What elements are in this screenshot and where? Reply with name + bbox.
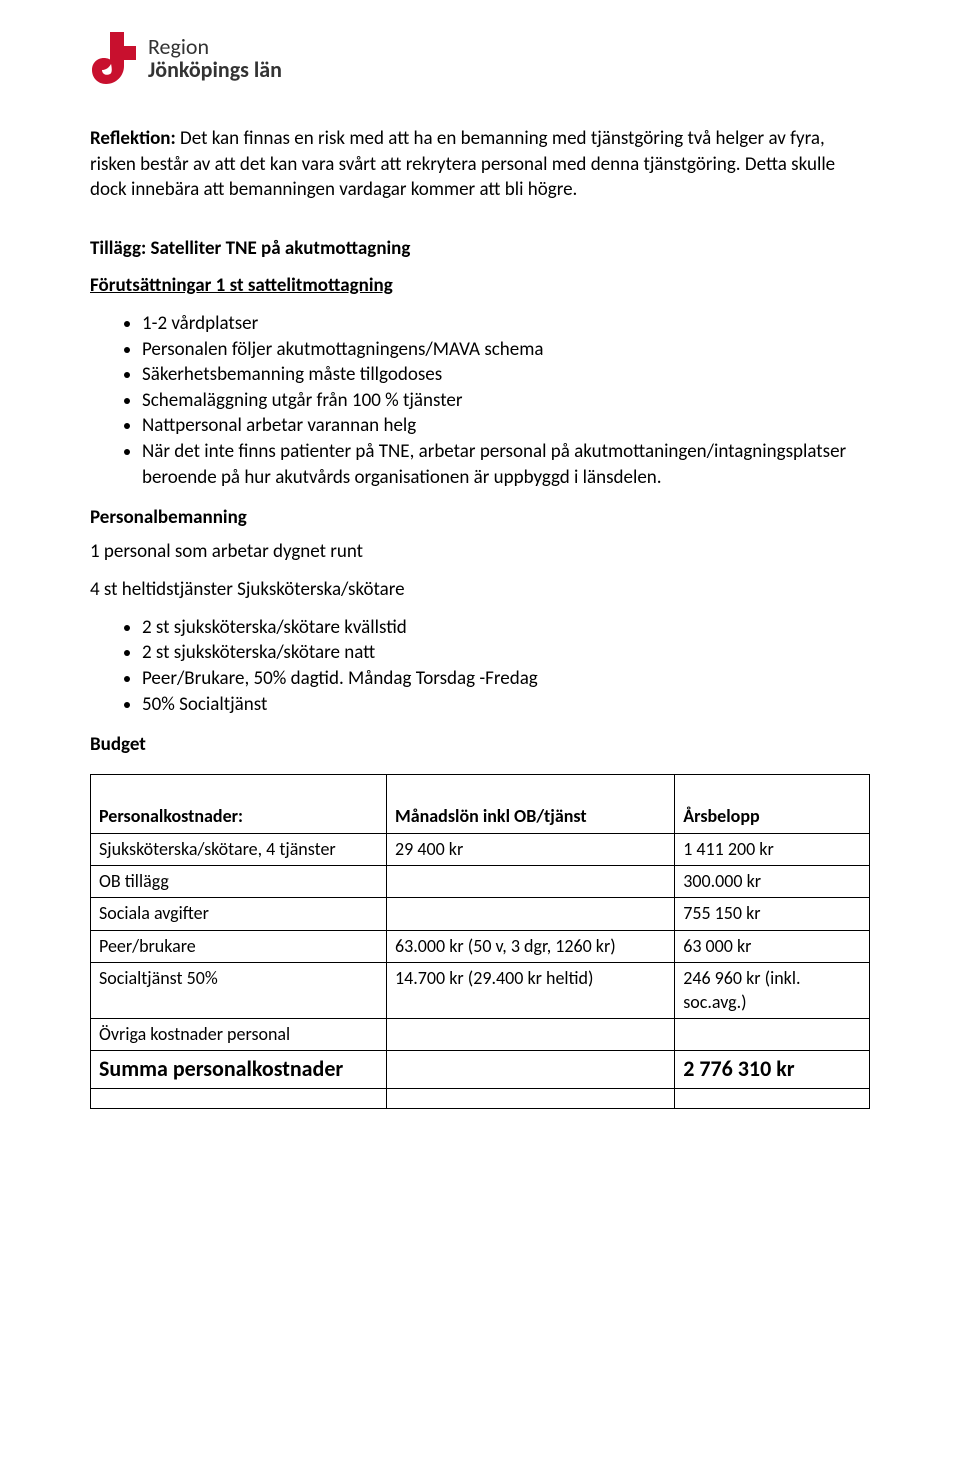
- cell: 63 000 kr: [675, 930, 870, 962]
- cell: 246 960 kr (inkl. soc.avg.): [675, 963, 870, 1019]
- sum-label: Summa personalkostnader: [91, 1051, 387, 1089]
- budget-title: Budget: [90, 733, 870, 756]
- table-row: OB tillägg 300.000 kr: [91, 866, 870, 898]
- forutsattningar-title: Förutsättningar 1 st sattelitmottagning: [90, 274, 870, 297]
- cell: Peer/brukare: [91, 930, 387, 962]
- region-logo-icon: [90, 30, 138, 86]
- cell: 300.000 kr: [675, 866, 870, 898]
- table-row: Sociala avgifter 755 150 kr: [91, 898, 870, 930]
- document-page: Region Jönköpings län Reflektion: Det ka…: [0, 0, 960, 1149]
- list-item: Peer/Brukare, 50% dagtid. Måndag Torsdag…: [142, 666, 870, 692]
- cell-blank: [675, 1088, 870, 1108]
- cell-blank: [91, 1088, 387, 1108]
- cell: Sociala avgifter: [91, 898, 387, 930]
- table-blank-row: [91, 1088, 870, 1108]
- cell: [387, 866, 675, 898]
- personalbemanning-title: Personalbemanning: [90, 506, 870, 529]
- sum-mid: [387, 1051, 675, 1089]
- table-sum-row: Summa personalkostnader 2 776 310 kr: [91, 1051, 870, 1089]
- cell: [675, 1018, 870, 1050]
- reflektion-text: Det kan finnas en risk med att ha en bem…: [90, 127, 835, 201]
- line-heltid: 4 st heltidstjänster Sjuksköterska/sköta…: [90, 577, 870, 603]
- table-row: Övriga kostnader personal: [91, 1018, 870, 1050]
- list-item: När det inte finns patienter på TNE, arb…: [142, 439, 870, 490]
- sum-value: 2 776 310 kr: [675, 1051, 870, 1089]
- logo-text: Region Jönköpings län: [148, 35, 282, 81]
- reflektion-label: Reflektion:: [90, 127, 176, 150]
- tillagg-title: Tillägg: Satelliter TNE på akutmottagnin…: [90, 237, 870, 260]
- list-item: Personalen följer akutmottagningens/MAVA…: [142, 337, 870, 363]
- cell: Sjuksköterska/skötare, 4 tjänster: [91, 833, 387, 865]
- table-row: Socialtjänst 50% 14.700 kr (29.400 kr he…: [91, 963, 870, 1019]
- th-personalkostnader: Personalkostnader:: [91, 775, 387, 833]
- list-item: 2 st sjuksköterska/skötare kvällstid: [142, 615, 870, 641]
- table-header-row: Personalkostnader: Månadslön inkl OB/tjä…: [91, 775, 870, 833]
- th-arsbelopp: Årsbelopp: [675, 775, 870, 833]
- logo-line2: Jönköpings län: [148, 58, 282, 81]
- table-row: Sjuksköterska/skötare, 4 tjänster 29 400…: [91, 833, 870, 865]
- cell: [387, 1018, 675, 1050]
- line-dygnet: 1 personal som arbetar dygnet runt: [90, 539, 870, 565]
- cell-blank: [387, 1088, 675, 1108]
- reflektion-paragraph: Reflektion: Det kan finnas en risk med a…: [90, 126, 870, 203]
- cell: 14.700 kr (29.400 kr heltid): [387, 963, 675, 1019]
- list-item: 1-2 vårdplatser: [142, 311, 870, 337]
- list-item: Schemaläggning utgår från 100 % tjänster: [142, 388, 870, 414]
- cell: 29 400 kr: [387, 833, 675, 865]
- logo: Region Jönköpings län: [90, 30, 870, 86]
- list-item: 2 st sjuksköterska/skötare natt: [142, 640, 870, 666]
- cell: [387, 898, 675, 930]
- list-item: 50% Socialtjänst: [142, 692, 870, 718]
- cell: OB tillägg: [91, 866, 387, 898]
- table-row: Peer/brukare 63.000 kr (50 v, 3 dgr, 126…: [91, 930, 870, 962]
- list-item: Säkerhetsbemanning måste tillgodoses: [142, 362, 870, 388]
- cell: Socialtjänst 50%: [91, 963, 387, 1019]
- logo-line1: Region: [148, 35, 282, 58]
- bullets-forutsattningar: 1-2 vårdplatser Personalen följer akutmo…: [90, 311, 870, 490]
- cell: 755 150 kr: [675, 898, 870, 930]
- list-item: Nattpersonal arbetar varannan helg: [142, 413, 870, 439]
- th-manadslon: Månadslön inkl OB/tjänst: [387, 775, 675, 833]
- cell: 63.000 kr (50 v, 3 dgr, 1260 kr): [387, 930, 675, 962]
- cell: 1 411 200 kr: [675, 833, 870, 865]
- budget-table: Personalkostnader: Månadslön inkl OB/tjä…: [90, 774, 870, 1109]
- cell: Övriga kostnader personal: [91, 1018, 387, 1050]
- bullets-personal: 2 st sjuksköterska/skötare kvällstid 2 s…: [90, 615, 870, 718]
